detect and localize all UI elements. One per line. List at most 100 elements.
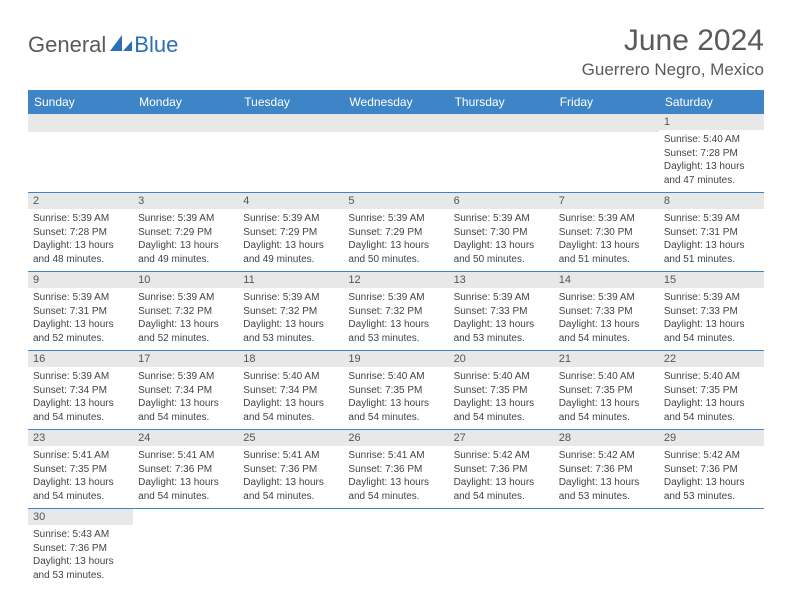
title-block: June 2024 Guerrero Negro, Mexico bbox=[582, 24, 764, 80]
calendar-day-cell bbox=[554, 114, 659, 193]
sunrise-line: Sunrise: 5:39 AM bbox=[138, 291, 233, 305]
day-number: 9 bbox=[28, 272, 133, 288]
sunrise-line: Sunrise: 5:43 AM bbox=[33, 528, 128, 542]
brand-word1: General bbox=[28, 32, 106, 58]
sunset-line: Sunset: 7:32 PM bbox=[138, 305, 233, 319]
calendar-day-cell: 22Sunrise: 5:40 AMSunset: 7:35 PMDayligh… bbox=[659, 351, 764, 430]
empty-day-bar bbox=[133, 114, 238, 132]
empty-day-bar bbox=[554, 114, 659, 132]
calendar-day-cell: 11Sunrise: 5:39 AMSunset: 7:32 PMDayligh… bbox=[238, 272, 343, 351]
day-details: Sunrise: 5:43 AMSunset: 7:36 PMDaylight:… bbox=[28, 525, 133, 587]
day-number: 27 bbox=[449, 430, 554, 446]
sunrise-line: Sunrise: 5:40 AM bbox=[454, 370, 549, 384]
weekday-header: Sunday bbox=[28, 90, 133, 114]
sunrise-line: Sunrise: 5:41 AM bbox=[243, 449, 338, 463]
calendar-day-cell: 24Sunrise: 5:41 AMSunset: 7:36 PMDayligh… bbox=[133, 430, 238, 509]
day-details: Sunrise: 5:40 AMSunset: 7:35 PMDaylight:… bbox=[659, 367, 764, 429]
day-number: 14 bbox=[554, 272, 659, 288]
sunrise-line: Sunrise: 5:42 AM bbox=[559, 449, 654, 463]
calendar-day-cell: 5Sunrise: 5:39 AMSunset: 7:29 PMDaylight… bbox=[343, 193, 448, 272]
day-details: Sunrise: 5:41 AMSunset: 7:35 PMDaylight:… bbox=[28, 446, 133, 508]
sunset-line: Sunset: 7:35 PM bbox=[664, 384, 759, 398]
calendar-day-cell: 19Sunrise: 5:40 AMSunset: 7:35 PMDayligh… bbox=[343, 351, 448, 430]
sunset-line: Sunset: 7:36 PM bbox=[348, 463, 443, 477]
daylight-line: Daylight: 13 hours and 54 minutes. bbox=[664, 397, 759, 424]
sunrise-line: Sunrise: 5:39 AM bbox=[559, 291, 654, 305]
day-number: 7 bbox=[554, 193, 659, 209]
day-number: 20 bbox=[449, 351, 554, 367]
day-details: Sunrise: 5:39 AMSunset: 7:32 PMDaylight:… bbox=[343, 288, 448, 350]
calendar-week-row: 16Sunrise: 5:39 AMSunset: 7:34 PMDayligh… bbox=[28, 351, 764, 430]
sunset-line: Sunset: 7:36 PM bbox=[138, 463, 233, 477]
calendar-day-cell: 1Sunrise: 5:40 AMSunset: 7:28 PMDaylight… bbox=[659, 114, 764, 193]
day-details: Sunrise: 5:39 AMSunset: 7:31 PMDaylight:… bbox=[28, 288, 133, 350]
sunrise-line: Sunrise: 5:39 AM bbox=[348, 291, 443, 305]
daylight-line: Daylight: 13 hours and 51 minutes. bbox=[559, 239, 654, 266]
weekday-header: Thursday bbox=[449, 90, 554, 114]
sunset-line: Sunset: 7:32 PM bbox=[348, 305, 443, 319]
empty-day-bar bbox=[28, 114, 133, 132]
brand-word2: Blue bbox=[134, 32, 178, 58]
sunrise-line: Sunrise: 5:39 AM bbox=[33, 370, 128, 384]
sunset-line: Sunset: 7:29 PM bbox=[138, 226, 233, 240]
day-details: Sunrise: 5:39 AMSunset: 7:32 PMDaylight:… bbox=[133, 288, 238, 350]
daylight-line: Daylight: 13 hours and 53 minutes. bbox=[664, 476, 759, 503]
sunset-line: Sunset: 7:35 PM bbox=[559, 384, 654, 398]
sunrise-line: Sunrise: 5:41 AM bbox=[138, 449, 233, 463]
daylight-line: Daylight: 13 hours and 49 minutes. bbox=[138, 239, 233, 266]
calendar-day-cell bbox=[238, 114, 343, 193]
daylight-line: Daylight: 13 hours and 54 minutes. bbox=[559, 397, 654, 424]
sunrise-line: Sunrise: 5:39 AM bbox=[664, 212, 759, 226]
sunrise-line: Sunrise: 5:39 AM bbox=[138, 370, 233, 384]
day-details: Sunrise: 5:42 AMSunset: 7:36 PMDaylight:… bbox=[554, 446, 659, 508]
empty-day-bar bbox=[238, 114, 343, 132]
location-subtitle: Guerrero Negro, Mexico bbox=[582, 60, 764, 80]
day-details: Sunrise: 5:39 AMSunset: 7:34 PMDaylight:… bbox=[28, 367, 133, 429]
sunrise-line: Sunrise: 5:39 AM bbox=[559, 212, 654, 226]
calendar-week-row: 9Sunrise: 5:39 AMSunset: 7:31 PMDaylight… bbox=[28, 272, 764, 351]
calendar-page: General Blue June 2024 Guerrero Negro, M… bbox=[0, 0, 792, 611]
daylight-line: Daylight: 13 hours and 52 minutes. bbox=[33, 318, 128, 345]
calendar-day-cell: 12Sunrise: 5:39 AMSunset: 7:32 PMDayligh… bbox=[343, 272, 448, 351]
sunrise-line: Sunrise: 5:39 AM bbox=[138, 212, 233, 226]
sunset-line: Sunset: 7:28 PM bbox=[664, 147, 759, 161]
daylight-line: Daylight: 13 hours and 54 minutes. bbox=[33, 476, 128, 503]
day-details: Sunrise: 5:41 AMSunset: 7:36 PMDaylight:… bbox=[238, 446, 343, 508]
calendar-day-cell: 10Sunrise: 5:39 AMSunset: 7:32 PMDayligh… bbox=[133, 272, 238, 351]
sunset-line: Sunset: 7:35 PM bbox=[33, 463, 128, 477]
daylight-line: Daylight: 13 hours and 54 minutes. bbox=[243, 476, 338, 503]
day-details: Sunrise: 5:39 AMSunset: 7:33 PMDaylight:… bbox=[659, 288, 764, 350]
calendar-day-cell: 3Sunrise: 5:39 AMSunset: 7:29 PMDaylight… bbox=[133, 193, 238, 272]
daylight-line: Daylight: 13 hours and 54 minutes. bbox=[454, 397, 549, 424]
day-number: 16 bbox=[28, 351, 133, 367]
calendar-day-cell bbox=[28, 114, 133, 193]
day-details: Sunrise: 5:41 AMSunset: 7:36 PMDaylight:… bbox=[133, 446, 238, 508]
daylight-line: Daylight: 13 hours and 49 minutes. bbox=[243, 239, 338, 266]
calendar-day-cell bbox=[659, 509, 764, 588]
day-number: 17 bbox=[133, 351, 238, 367]
sunset-line: Sunset: 7:34 PM bbox=[33, 384, 128, 398]
sunset-line: Sunset: 7:36 PM bbox=[454, 463, 549, 477]
day-details: Sunrise: 5:42 AMSunset: 7:36 PMDaylight:… bbox=[449, 446, 554, 508]
daylight-line: Daylight: 13 hours and 53 minutes. bbox=[348, 318, 443, 345]
sunrise-line: Sunrise: 5:41 AM bbox=[33, 449, 128, 463]
sunset-line: Sunset: 7:33 PM bbox=[664, 305, 759, 319]
calendar-day-cell: 2Sunrise: 5:39 AMSunset: 7:28 PMDaylight… bbox=[28, 193, 133, 272]
day-details: Sunrise: 5:39 AMSunset: 7:33 PMDaylight:… bbox=[449, 288, 554, 350]
daylight-line: Daylight: 13 hours and 54 minutes. bbox=[664, 318, 759, 345]
sunrise-line: Sunrise: 5:39 AM bbox=[33, 291, 128, 305]
day-number: 30 bbox=[28, 509, 133, 525]
day-number: 5 bbox=[343, 193, 448, 209]
calendar-day-cell: 27Sunrise: 5:42 AMSunset: 7:36 PMDayligh… bbox=[449, 430, 554, 509]
daylight-line: Daylight: 13 hours and 47 minutes. bbox=[664, 160, 759, 187]
calendar-day-cell: 13Sunrise: 5:39 AMSunset: 7:33 PMDayligh… bbox=[449, 272, 554, 351]
day-number: 4 bbox=[238, 193, 343, 209]
sunrise-line: Sunrise: 5:40 AM bbox=[348, 370, 443, 384]
calendar-day-cell: 30Sunrise: 5:43 AMSunset: 7:36 PMDayligh… bbox=[28, 509, 133, 588]
daylight-line: Daylight: 13 hours and 54 minutes. bbox=[243, 397, 338, 424]
day-number: 24 bbox=[133, 430, 238, 446]
day-details: Sunrise: 5:41 AMSunset: 7:36 PMDaylight:… bbox=[343, 446, 448, 508]
day-details: Sunrise: 5:40 AMSunset: 7:34 PMDaylight:… bbox=[238, 367, 343, 429]
sail-icon bbox=[108, 33, 134, 58]
daylight-line: Daylight: 13 hours and 54 minutes. bbox=[348, 476, 443, 503]
